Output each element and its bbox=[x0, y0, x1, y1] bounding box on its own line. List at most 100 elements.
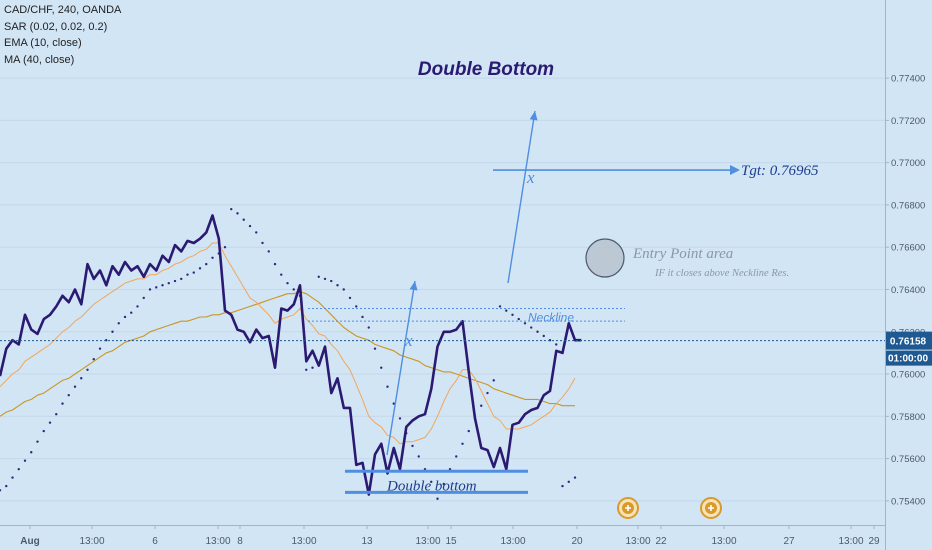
grid bbox=[0, 77, 885, 502]
sar-dot bbox=[523, 322, 527, 325]
double-bottom-label[interactable]: Double bottom bbox=[386, 478, 477, 494]
price-tick-label: 0.75800 bbox=[891, 412, 925, 423]
event-icon[interactable] bbox=[617, 497, 639, 519]
sar-dot bbox=[567, 480, 570, 484]
ma-40-line bbox=[0, 291, 575, 417]
sar-dot bbox=[392, 402, 395, 405]
sar-dot bbox=[167, 281, 170, 285]
sar-dot bbox=[367, 326, 370, 329]
sar-dot bbox=[280, 273, 283, 276]
sar-dot bbox=[486, 391, 489, 395]
event-icon-plus bbox=[625, 505, 631, 511]
measure-x-label-1: x bbox=[404, 331, 413, 350]
event-icons[interactable] bbox=[617, 497, 722, 519]
ma-series-line bbox=[0, 291, 575, 417]
sar-dot bbox=[161, 284, 164, 287]
sar-dot bbox=[248, 224, 252, 228]
sar-dot bbox=[130, 311, 133, 314]
time-tick-label: 6 bbox=[152, 536, 158, 547]
time-tick-label: 13:00 bbox=[625, 536, 650, 547]
measure-arrow-1 bbox=[386, 280, 416, 456]
sar-dot bbox=[255, 231, 258, 234]
legend-ema[interactable]: EMA (10, close) bbox=[4, 37, 82, 49]
sar-dot bbox=[205, 262, 208, 266]
sar-dot bbox=[517, 317, 520, 321]
neckline-label[interactable]: Neckline bbox=[528, 311, 574, 325]
sar-dot bbox=[30, 451, 33, 454]
sar-dot bbox=[155, 286, 158, 289]
event-icon[interactable] bbox=[700, 497, 722, 519]
sar-dot bbox=[198, 267, 202, 270]
countdown-tag[interactable]: 01:00:00 bbox=[888, 354, 928, 365]
last-price-tag-bg bbox=[886, 331, 932, 350]
entry-point-circle[interactable] bbox=[585, 238, 625, 278]
sar-dot bbox=[323, 277, 327, 281]
sar-dot bbox=[448, 467, 452, 471]
last-price-tag[interactable]: 0.76158 bbox=[890, 337, 927, 348]
sar-dot bbox=[173, 279, 177, 283]
sar-dot bbox=[342, 288, 345, 291]
sar-dot bbox=[555, 343, 558, 346]
sar-dot bbox=[80, 377, 83, 380]
price-tick-label: 0.75400 bbox=[891, 496, 925, 507]
price-tick-label: 0.77000 bbox=[891, 158, 925, 169]
target-arrowhead bbox=[730, 165, 740, 176]
time-tick-label: 13:00 bbox=[415, 536, 440, 547]
legend-ma[interactable]: MA (40, close) bbox=[4, 53, 75, 66]
sar-dot bbox=[361, 315, 364, 319]
sar-dot bbox=[505, 309, 508, 312]
time-tick-label: 13:00 bbox=[711, 536, 736, 547]
sar-dot bbox=[355, 305, 358, 308]
target-label[interactable]: Tgt: 0.76965 bbox=[741, 163, 819, 179]
annotation-layer[interactable]: Double Bottom Tgt: 0.76965 Neckline Entry P… bbox=[0, 59, 885, 494]
sar-dot bbox=[67, 393, 70, 397]
sar-dot bbox=[536, 330, 539, 333]
sar-dot bbox=[223, 246, 227, 249]
entry-point-note: IF it closes above Neckline Res. bbox=[654, 268, 789, 279]
sar-dot bbox=[305, 368, 308, 372]
measure-x-label-2: x bbox=[526, 168, 535, 187]
sar-dot bbox=[386, 385, 389, 388]
ema-10-line bbox=[0, 242, 576, 445]
time-tick-label: 13:00 bbox=[79, 536, 104, 547]
sar-dot bbox=[530, 326, 533, 329]
price-tick-label: 0.76000 bbox=[891, 370, 925, 381]
measure-arrow-2-head bbox=[529, 111, 538, 121]
sar-dot bbox=[142, 296, 145, 300]
sar-dot bbox=[11, 476, 14, 479]
sar-dot bbox=[211, 256, 214, 259]
time-axis: Aug 13:00 6 13:00 8 13:00 13 13:00 15 13:00 20 13:0… bbox=[0, 525, 885, 547]
time-tick-label: 29 bbox=[868, 536, 880, 547]
chart-legend: CAD/CHF, 240, OANDA SAR (0.02, 0.02, 0.2… bbox=[4, 2, 121, 68]
legend-symbol[interactable]: CAD/CHF, 240, OANDA bbox=[4, 4, 122, 16]
sar-dot bbox=[286, 281, 289, 285]
sar-dot bbox=[311, 366, 314, 369]
sar-dot bbox=[61, 402, 64, 405]
sar-dot bbox=[480, 404, 483, 407]
sar-dot bbox=[417, 455, 420, 458]
sar-dot bbox=[430, 480, 433, 484]
measure-arrow-2 bbox=[507, 110, 536, 284]
price-axis: 0.77400 0.77200 0.77000 0.76800 0.76600 0.764… bbox=[885, 0, 932, 550]
sar-dot bbox=[86, 368, 89, 372]
sar-dot bbox=[398, 417, 402, 420]
sar-dot bbox=[573, 476, 577, 479]
sar-dot bbox=[17, 467, 20, 471]
sar-dot bbox=[123, 315, 127, 319]
time-tick-label: 27 bbox=[783, 536, 795, 547]
sar-dot bbox=[380, 366, 383, 369]
sar-dot bbox=[192, 271, 195, 274]
sar-dot bbox=[498, 305, 502, 308]
sar-dot bbox=[48, 421, 52, 424]
sar-dot bbox=[111, 330, 114, 333]
time-tick-label: 13:00 bbox=[205, 536, 230, 547]
sar-dot bbox=[117, 322, 120, 325]
entry-point-label[interactable]: Entry Point area bbox=[632, 246, 733, 262]
price-tick-label: 0.76600 bbox=[891, 243, 925, 254]
legend-sar[interactable]: SAR (0.02, 0.02, 0.2) bbox=[4, 20, 108, 33]
sar-dot bbox=[98, 347, 102, 350]
sar-dot bbox=[292, 288, 295, 291]
sar-dot bbox=[492, 379, 495, 382]
time-tick-label: 13:00 bbox=[838, 536, 863, 547]
